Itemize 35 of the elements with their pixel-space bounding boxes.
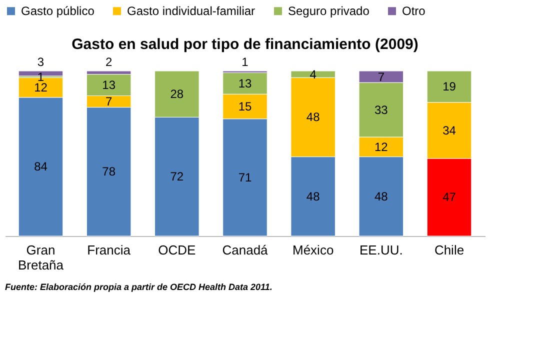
data-label: 71 — [238, 170, 252, 184]
data-label: 48 — [306, 110, 320, 124]
data-label: 7 — [105, 94, 112, 109]
data-label: 33 — [374, 102, 388, 117]
data-label: 7 — [378, 70, 385, 84]
x-tick-label: OCDE — [158, 242, 196, 258]
legend-label: Otro — [402, 4, 426, 18]
data-label: 48 — [306, 189, 320, 204]
data-label: 84 — [34, 160, 48, 174]
data-label: 19 — [442, 80, 456, 94]
x-tick-label: Canadá — [222, 242, 269, 258]
data-label: 2 — [105, 55, 112, 69]
data-label: 72 — [170, 170, 184, 184]
data-label: 12 — [34, 80, 48, 94]
data-label: 28 — [170, 87, 184, 102]
legend-label: Gasto individual-familiar — [127, 4, 256, 18]
x-tick-label: Gran Bretaña — [18, 242, 64, 272]
data-label: 15 — [238, 99, 252, 114]
data-label: 13 — [102, 78, 116, 92]
data-label: 48 — [374, 189, 388, 204]
x-tick-label: Francia — [87, 242, 132, 258]
x-tick-label: México — [292, 242, 334, 258]
chart-title: Gasto en salud por tipo de financiamiento (2009) — [72, 36, 418, 53]
legend-label: Seguro privado — [288, 4, 370, 18]
data-label: 3 — [37, 55, 44, 69]
data-label: 13 — [238, 76, 252, 90]
legend-label: Gasto público — [21, 4, 95, 18]
data-label: 47 — [442, 190, 456, 204]
data-label: 78 — [102, 164, 116, 179]
data-label: 12 — [374, 140, 388, 154]
data-label: 34 — [442, 123, 456, 138]
x-tick-label: Chile — [434, 242, 464, 258]
data-label: 1 — [242, 55, 249, 69]
source-note: Fuente: Elaboración propia a partir de OECD Health Data 2011. — [5, 282, 272, 292]
x-tick-label: EE.UU. — [360, 242, 403, 258]
